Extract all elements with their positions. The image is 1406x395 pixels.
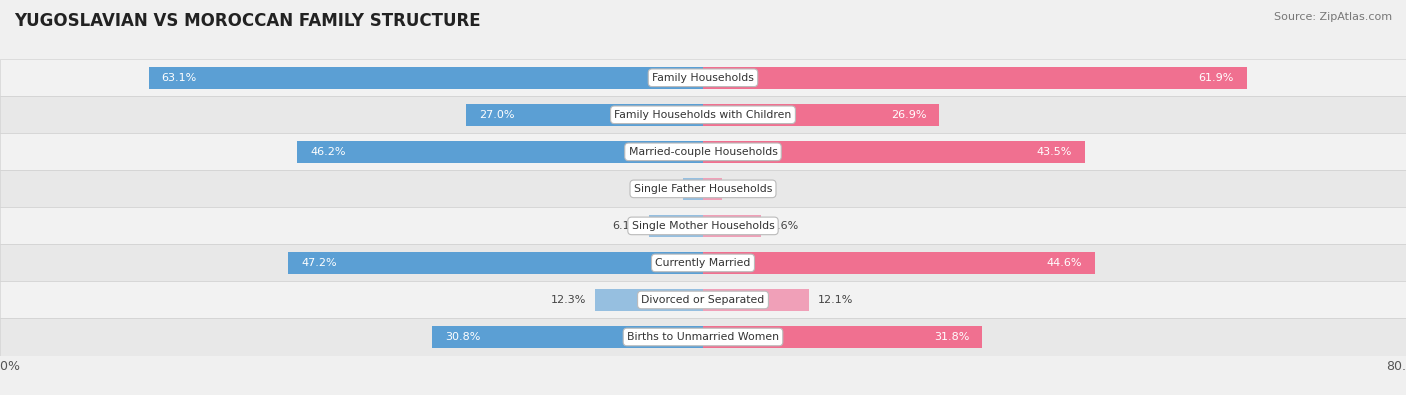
Text: 27.0%: 27.0% [479, 110, 515, 120]
Text: Family Households: Family Households [652, 73, 754, 83]
Bar [703, 103, 939, 126]
Legend: Yugoslavian, Moroccan: Yugoslavian, Moroccan [596, 391, 810, 395]
Text: Births to Unmarried Women: Births to Unmarried Women [627, 332, 779, 342]
Text: 47.2%: 47.2% [301, 258, 337, 268]
Text: 26.9%: 26.9% [891, 110, 927, 120]
Text: Currently Married: Currently Married [655, 258, 751, 268]
Bar [650, 215, 703, 237]
Text: Source: ZipAtlas.com: Source: ZipAtlas.com [1274, 12, 1392, 22]
Bar [703, 326, 983, 348]
Bar [0, 318, 1406, 356]
Bar [288, 252, 703, 274]
Text: 44.6%: 44.6% [1046, 258, 1081, 268]
Text: Divorced or Separated: Divorced or Separated [641, 295, 765, 305]
Text: YUGOSLAVIAN VS MOROCCAN FAMILY STRUCTURE: YUGOSLAVIAN VS MOROCCAN FAMILY STRUCTURE [14, 12, 481, 30]
Text: 46.2%: 46.2% [311, 147, 346, 157]
Text: 43.5%: 43.5% [1036, 147, 1073, 157]
Bar [703, 67, 1247, 89]
Bar [0, 207, 1406, 245]
Text: 61.9%: 61.9% [1198, 73, 1234, 83]
Bar [683, 178, 703, 200]
Bar [0, 96, 1406, 134]
Bar [703, 289, 810, 311]
Text: 2.2%: 2.2% [731, 184, 759, 194]
Bar [703, 178, 723, 200]
Bar [0, 281, 1406, 318]
Bar [149, 67, 703, 89]
Text: 12.1%: 12.1% [818, 295, 853, 305]
Text: 12.3%: 12.3% [551, 295, 586, 305]
Text: Family Households with Children: Family Households with Children [614, 110, 792, 120]
Text: Married-couple Households: Married-couple Households [628, 147, 778, 157]
Text: 6.6%: 6.6% [770, 221, 799, 231]
Text: Single Mother Households: Single Mother Households [631, 221, 775, 231]
Bar [0, 245, 1406, 281]
Bar [703, 141, 1085, 163]
Bar [465, 103, 703, 126]
Bar [297, 141, 703, 163]
Bar [0, 59, 1406, 96]
Bar [433, 326, 703, 348]
Bar [0, 134, 1406, 170]
Text: 30.8%: 30.8% [446, 332, 481, 342]
Bar [703, 252, 1095, 274]
Bar [0, 170, 1406, 207]
Text: 2.3%: 2.3% [645, 184, 673, 194]
Text: 63.1%: 63.1% [162, 73, 197, 83]
Text: 31.8%: 31.8% [934, 332, 969, 342]
Bar [703, 215, 761, 237]
Text: Single Father Households: Single Father Households [634, 184, 772, 194]
Text: 6.1%: 6.1% [613, 221, 641, 231]
Bar [595, 289, 703, 311]
